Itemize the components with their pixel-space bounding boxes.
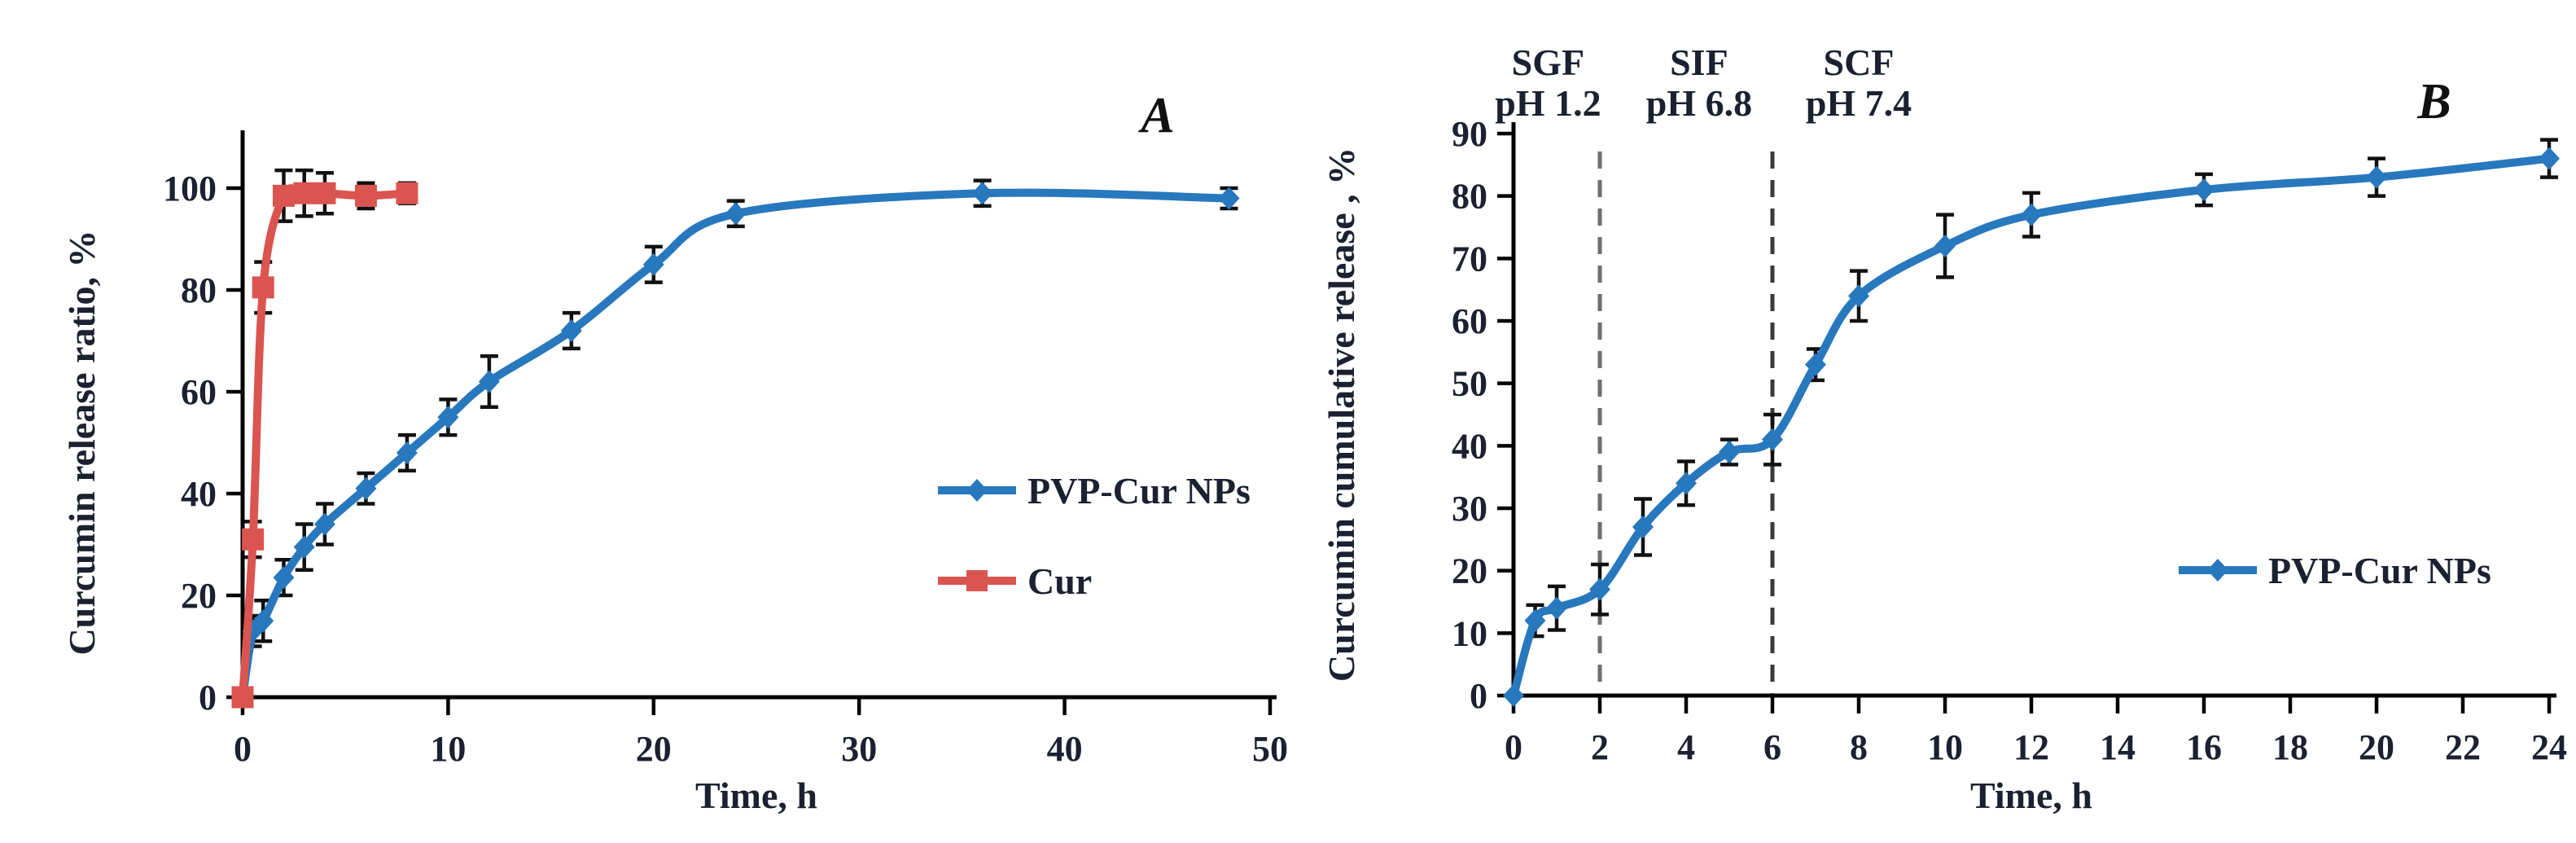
x-tick-label: 10	[430, 729, 466, 769]
panel-letter-a: A	[1137, 88, 1174, 143]
y-tick-label: 0	[1470, 676, 1487, 716]
legend-diamond-marker	[966, 479, 988, 502]
legend-item-pvp-cur-nps: PVP-Cur NPs	[2179, 550, 2491, 591]
legend-square-marker	[966, 570, 988, 591]
x-tick-label: 0	[1505, 727, 1522, 767]
series-markers-pvp-cur-nps	[1503, 147, 2560, 707]
stage-label-line2: pH 1.2	[1495, 82, 1601, 124]
x-tick-label: 40	[1047, 729, 1083, 769]
x-tick-label: 30	[841, 729, 877, 769]
y-tick-label: 80	[181, 270, 217, 310]
series-markers-pvp-cur-nps	[232, 182, 1240, 709]
panel-A: 0 10 20 30 40 50 0 20 40 60 80 100 PVP-Cur NPs Cur Tim…	[61, 88, 1288, 816]
y-tick-label: 10	[1452, 613, 1487, 653]
y-tick-label: 60	[1452, 301, 1487, 341]
legend-diamond-marker	[2207, 559, 2228, 582]
stage-label-line1: SGF	[1512, 42, 1584, 83]
stage-label-line2: pH 7.4	[1806, 82, 1912, 124]
x-tick-label: 20	[2359, 727, 2394, 767]
y-tick-label: 60	[181, 372, 217, 412]
stage-label-line2: pH 6.8	[1646, 82, 1752, 124]
stage-label-line1: SCF	[1824, 42, 1895, 83]
x-tick-label: 6	[1763, 727, 1781, 767]
x-tick-label: 50	[1252, 729, 1288, 769]
x-tick-label: 12	[2013, 727, 2049, 767]
panel-B: 0 2 4 6 8 10 12 14 16 18 20 22 240102030405060708090…	[1321, 42, 2567, 816]
legend-label: PVP-Cur NPs	[1027, 470, 1251, 512]
legend-item-cur: Cur	[938, 560, 1092, 602]
x-tick-label: 14	[2100, 727, 2136, 767]
x-tick-label: 18	[2272, 727, 2308, 767]
x-axis-title: Time, h	[695, 775, 817, 816]
y-tick-label: 90	[1452, 114, 1487, 154]
series-line-pvp-cur-nps	[1509, 154, 2553, 700]
y-tick-label: 100	[163, 169, 217, 209]
stage-label-line1: SIF	[1670, 42, 1728, 83]
series-line-pvp-cur-nps	[239, 188, 1233, 701]
y-tick-label: 80	[1452, 177, 1487, 217]
y-tick-label: 30	[1452, 489, 1487, 529]
y-tick-label: 20	[1452, 551, 1487, 591]
x-tick-label: 16	[2186, 727, 2222, 767]
y-tick-label: 20	[181, 576, 217, 616]
x-tick-label: 20	[636, 729, 672, 769]
y-tick-label: 0	[199, 678, 217, 718]
legend-label: Cur	[1027, 560, 1092, 602]
x-tick-label: 8	[1850, 727, 1868, 767]
x-tick-label: 4	[1677, 727, 1695, 767]
y-tick-label: 40	[181, 474, 217, 514]
y-axis-title: Curcumin cumulative release , %	[1321, 147, 1362, 682]
y-tick-label: 50	[1452, 364, 1487, 404]
x-tick-label: 24	[2531, 727, 2567, 767]
legend-item-pvp-cur-nps: PVP-Cur NPs	[938, 470, 1251, 512]
y-axis-title: Curcumin release ratio, %	[61, 230, 103, 655]
x-tick-label: 2	[1591, 727, 1609, 767]
panel-letter-b: B	[2416, 74, 2451, 130]
x-tick-label: 10	[1927, 727, 1963, 767]
series-markers-cur	[231, 182, 418, 709]
x-tick-label: 22	[2445, 727, 2481, 767]
x-axis-title: Time, h	[1970, 775, 2092, 816]
y-tick-label: 40	[1452, 426, 1487, 466]
legend-label: PVP-Cur NPs	[2268, 550, 2491, 591]
y-tick-label: 70	[1452, 239, 1487, 279]
x-tick-label: 0	[234, 729, 252, 769]
